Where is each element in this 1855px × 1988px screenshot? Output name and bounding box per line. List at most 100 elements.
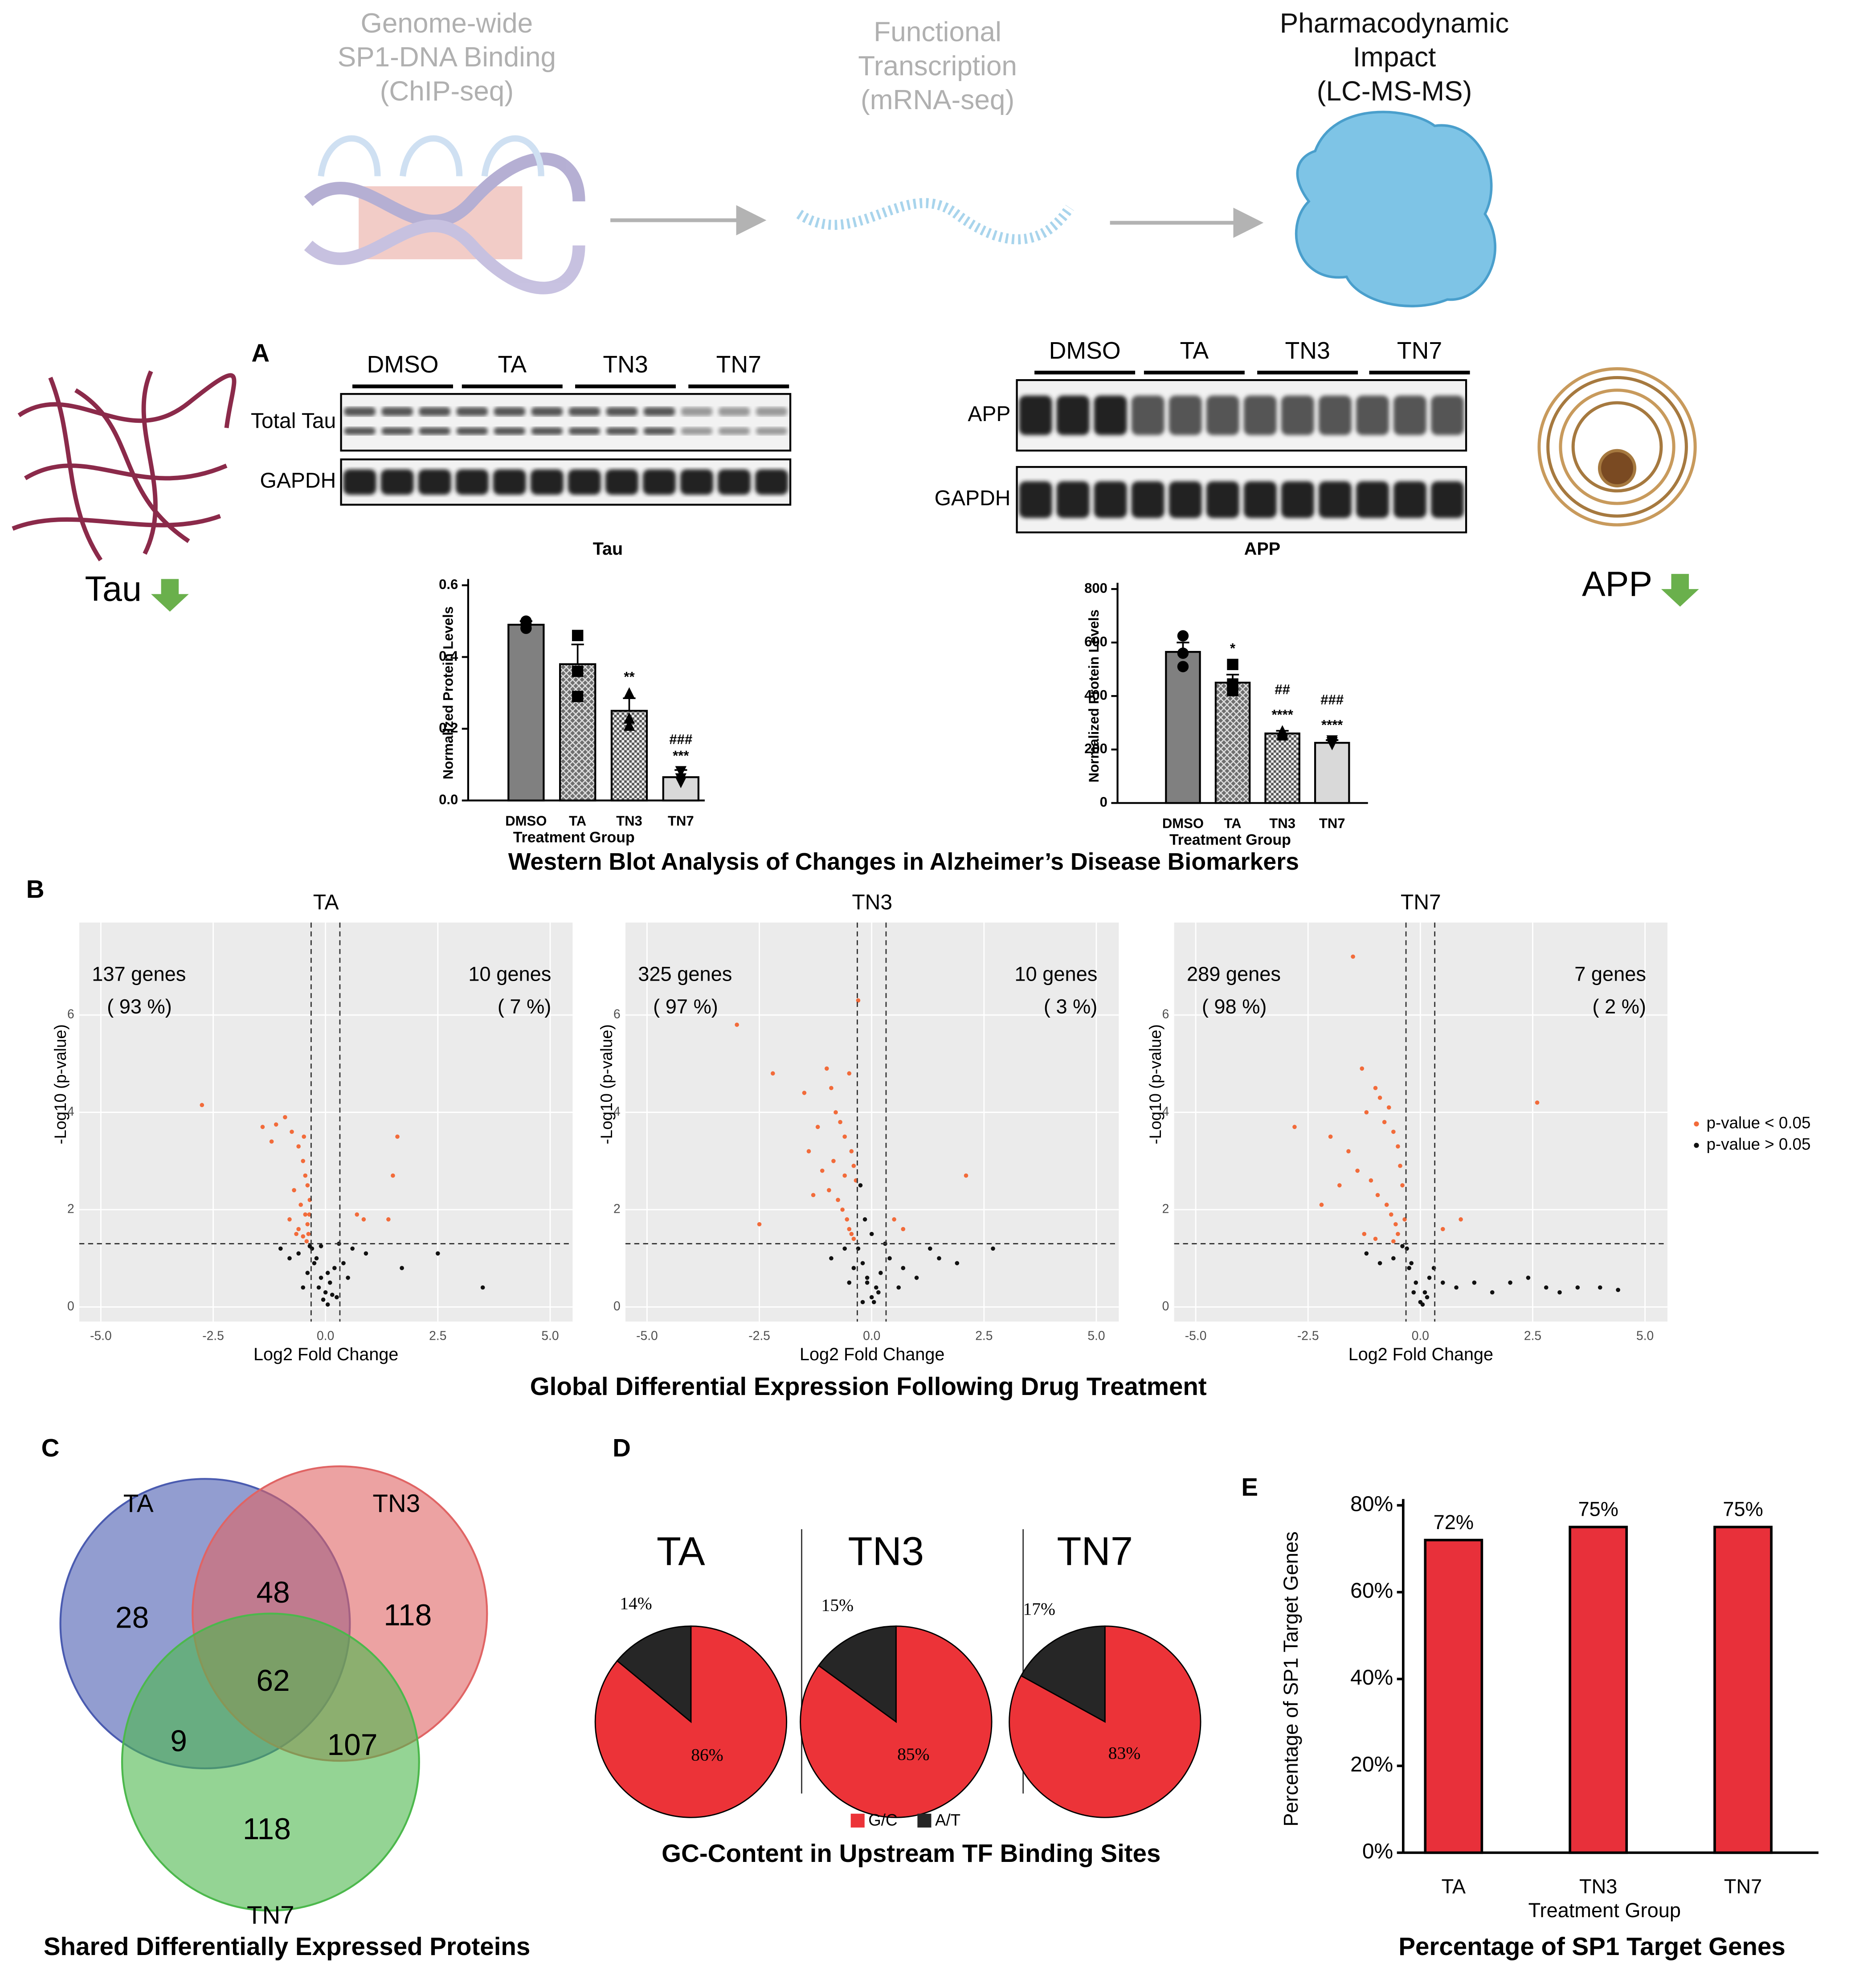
legend-label: p-value > 0.05 [1707, 1135, 1811, 1153]
data-point [928, 1246, 932, 1251]
data-point [287, 1256, 292, 1261]
data-point [395, 1134, 400, 1139]
data-point [298, 1203, 303, 1207]
data-point [1373, 1236, 1378, 1241]
data-point [806, 1149, 811, 1154]
significance: **** [1271, 707, 1293, 723]
data-point [323, 1290, 328, 1295]
data-point [1337, 1183, 1342, 1188]
band [568, 427, 601, 435]
pie-title: TN7 [1057, 1529, 1133, 1574]
y-tick-label: 0 [67, 1299, 74, 1313]
band [1169, 395, 1202, 435]
y-tick-label: 0 [613, 1299, 621, 1313]
data-point [335, 1295, 339, 1300]
region-count: 48 [256, 1576, 290, 1609]
data-point [851, 1236, 856, 1241]
data-point [842, 1173, 847, 1178]
data-point [296, 1227, 301, 1231]
band [344, 407, 376, 416]
lane-group-label: TN7 [1397, 337, 1442, 364]
chart-title: Tau [593, 539, 623, 559]
data-point [306, 1231, 311, 1236]
data-point [896, 1285, 901, 1290]
data-point [1375, 1193, 1380, 1198]
region-count: 62 [256, 1664, 290, 1698]
band [1281, 481, 1314, 518]
band [456, 427, 488, 435]
data-point [955, 1261, 960, 1265]
data-point [1490, 1290, 1495, 1295]
icon-label: APP [1582, 564, 1652, 603]
data-point [836, 1198, 840, 1202]
data-point [346, 1276, 350, 1280]
data-point [307, 1212, 312, 1217]
band [756, 427, 788, 435]
data-point [260, 1125, 265, 1129]
annotation: 7 genes [1574, 962, 1646, 985]
x-axis-label: Treatment Group [1169, 831, 1291, 848]
value-label: 72% [1434, 1511, 1474, 1534]
data-point [829, 1086, 834, 1090]
data-point [851, 1163, 856, 1168]
data-point [1472, 1280, 1477, 1285]
data-point [820, 1168, 825, 1173]
data-point [735, 1023, 739, 1027]
x-tick-label: 0.0 [317, 1329, 334, 1343]
data-point [1360, 1066, 1365, 1071]
data-point [845, 1217, 850, 1222]
chart-title: TA [313, 891, 339, 914]
data-point [831, 1159, 836, 1163]
data-point [301, 1159, 306, 1163]
data-point [856, 998, 861, 1003]
data-point [290, 1129, 294, 1134]
band [530, 469, 564, 495]
lane-group-label: DMSO [1049, 337, 1121, 364]
set-label: TA [123, 1489, 154, 1518]
data-point [623, 712, 635, 724]
bar [1165, 651, 1201, 804]
legend-label: G/C [868, 1811, 897, 1829]
band [643, 427, 675, 435]
data-point [1369, 1178, 1373, 1183]
chart-title: APP [1244, 539, 1280, 559]
blot-strip [1016, 466, 1467, 534]
band [494, 407, 526, 416]
y-tick-label: 6 [67, 1007, 74, 1021]
set-label: TN7 [247, 1901, 294, 1929]
y-axis-label: Normalized Protein Levels [1086, 609, 1102, 782]
caption: Percentage of SP1 Target Genes [1398, 1932, 1786, 1960]
blot-row-label: Total Tau [251, 409, 336, 433]
panel-label: C [41, 1434, 60, 1462]
band [756, 407, 788, 416]
caption: Shared Differentially Expressed Proteins [44, 1932, 530, 1960]
bar [507, 624, 545, 802]
data-point [1544, 1285, 1549, 1290]
x-tick-label: TA [1224, 816, 1241, 831]
data-point [327, 1280, 332, 1285]
data-point [1177, 661, 1189, 672]
data-point [520, 622, 532, 634]
data-point [1364, 1251, 1369, 1256]
data-point [1227, 685, 1238, 696]
data-point [355, 1212, 360, 1217]
lane-group-label: TA [498, 351, 527, 378]
band [1431, 395, 1464, 435]
bar [1314, 742, 1350, 804]
band [1318, 395, 1352, 435]
band [1056, 481, 1090, 518]
data-point [901, 1227, 906, 1231]
data-point [1459, 1217, 1463, 1222]
data-point [1384, 1203, 1389, 1207]
lane-group-label: TN7 [716, 351, 761, 378]
data-point [862, 1217, 867, 1222]
workflow-text: Functional [874, 17, 1001, 48]
data-point [305, 1183, 310, 1188]
region-count: 28 [115, 1601, 149, 1635]
data-point [1177, 647, 1189, 659]
data-point [1362, 1231, 1367, 1236]
band [1356, 395, 1389, 435]
workflow-text: (ChIP-seq) [380, 76, 514, 106]
workflow-text: Transcription [858, 51, 1017, 82]
data-point [847, 1071, 852, 1076]
